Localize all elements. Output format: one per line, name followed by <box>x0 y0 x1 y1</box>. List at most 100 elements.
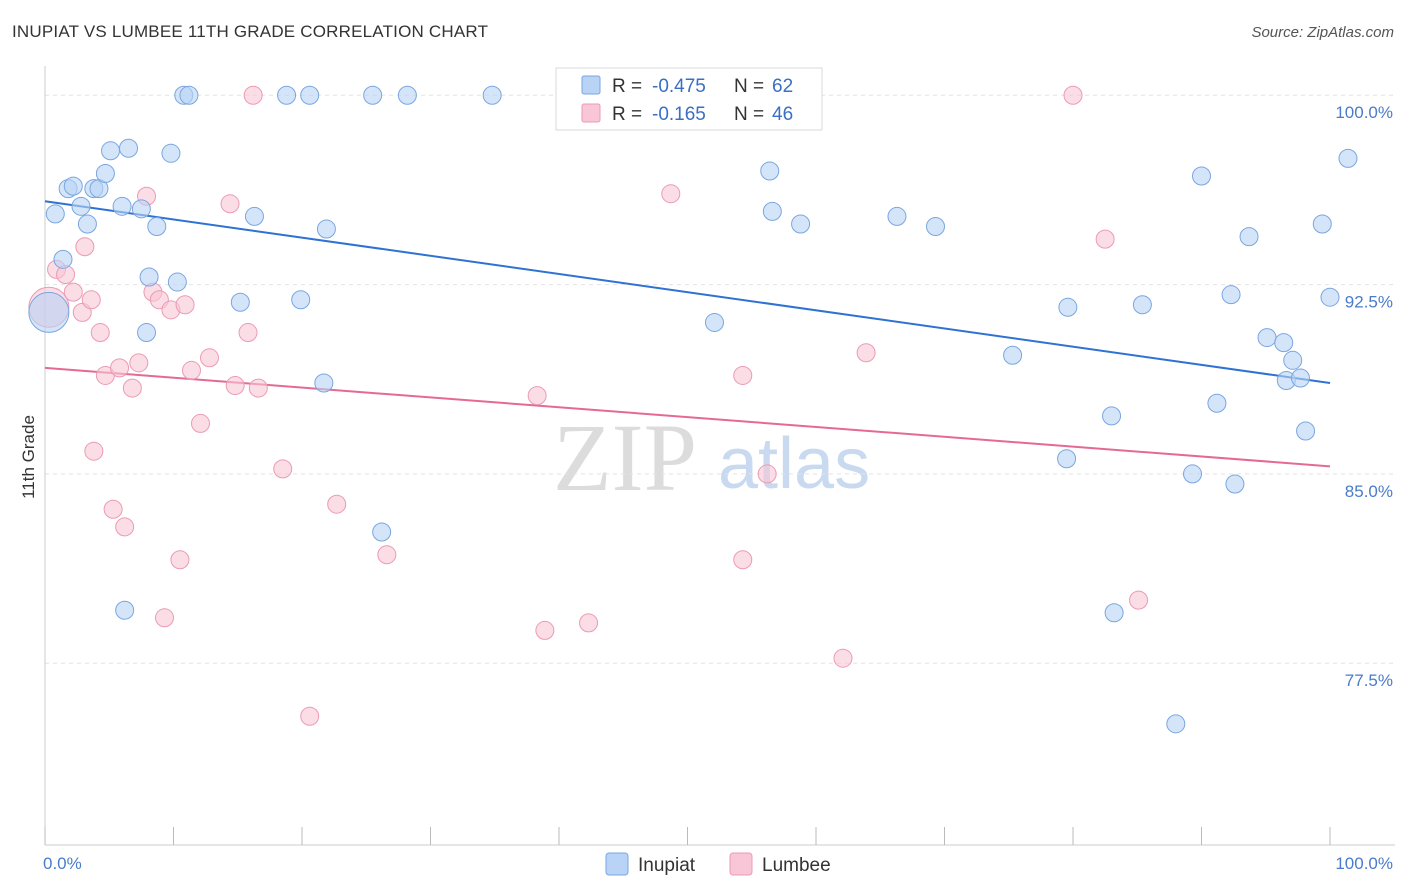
lumbee-point-28 <box>248 378 268 398</box>
lumbee-point-43 <box>1063 85 1083 105</box>
inupiat-point-17 <box>167 272 187 292</box>
legend-r-value-lumbee: -0.165 <box>652 104 706 125</box>
legend-r-label-lumbee: R = <box>612 104 642 125</box>
x-tick-label-0: 0.0% <box>43 854 82 873</box>
inupiat-point-11 <box>112 196 132 216</box>
source-credit: Source: ZipAtlas.com <box>1251 24 1394 41</box>
inupiat-point-24 <box>277 85 297 105</box>
inupiat-point-52 <box>1239 227 1259 247</box>
legend-n-label-inupiat: N = <box>734 76 764 97</box>
inupiat-point-34 <box>704 312 724 332</box>
lumbee-point-32 <box>327 494 347 514</box>
inupiat-point-32 <box>482 85 502 105</box>
inupiat-point-36 <box>762 201 782 221</box>
inupiat-point-49 <box>1207 393 1227 413</box>
inupiat-point-44 <box>1104 603 1124 623</box>
inupiat-point-55 <box>1283 350 1303 370</box>
lumbee-point-23 <box>190 413 210 433</box>
lumbee-point-44 <box>1095 229 1115 249</box>
inupiat-point-29 <box>363 85 383 105</box>
inupiat-points <box>28 85 1358 734</box>
inupiat-point-25 <box>291 290 311 310</box>
watermark-zip: ZIP <box>553 404 697 511</box>
lumbee-point-8 <box>90 323 110 343</box>
lumbee-point-39 <box>733 365 753 385</box>
lumbee-point-38 <box>733 550 753 570</box>
watermark: ZIP atlas <box>553 404 870 511</box>
y-axis-label: 11th Grade <box>19 415 38 499</box>
lumbee-point-5 <box>75 237 95 257</box>
inupiat-point-30 <box>372 522 392 542</box>
inupiat-point-22 <box>230 292 250 312</box>
trend-line-inupiat <box>44 200 1331 385</box>
inupiat-point-15 <box>147 217 167 237</box>
lumbee-point-41 <box>833 648 853 668</box>
lumbee-point-36 <box>579 613 599 633</box>
inupiat-point-0 <box>28 291 70 333</box>
lumbee-point-3 <box>63 282 83 302</box>
lumbee-point-12 <box>115 517 135 537</box>
axes <box>44 66 1395 846</box>
lumbee-point-27 <box>238 323 258 343</box>
inupiat-point-58 <box>1296 421 1316 441</box>
axis-labels: 77.5% 85.0% 92.5% 100.0% 0.0% 100.0% <box>43 103 1393 873</box>
inupiat-point-41 <box>1057 449 1077 469</box>
lumbee-point-42 <box>856 343 876 363</box>
y-tick-label-1: 85.0% <box>1345 482 1393 501</box>
inupiat-point-57 <box>1290 368 1310 388</box>
lumbee-point-26 <box>225 376 245 396</box>
grid-lines <box>45 94 1395 664</box>
lumbee-point-31 <box>300 706 320 726</box>
inupiat-point-50 <box>1221 285 1241 305</box>
lumbee-point-29 <box>243 85 263 105</box>
inupiat-point-6 <box>77 214 97 234</box>
lumbee-point-7 <box>84 441 104 461</box>
inupiat-point-38 <box>887 206 907 226</box>
inupiat-point-26 <box>300 85 320 105</box>
legend-swatch-lumbee <box>581 103 601 123</box>
inupiat-point-53 <box>1257 328 1277 348</box>
inupiat-point-47 <box>1183 464 1203 484</box>
series-legend-swatch-lumbee <box>729 852 753 876</box>
lumbee-point-21 <box>175 295 195 315</box>
series-legend: Inupiat Lumbee <box>605 852 831 876</box>
inupiat-point-2 <box>53 249 73 269</box>
inupiat-point-43 <box>1102 406 1122 426</box>
lumbee-point-11 <box>110 358 130 378</box>
lumbee-point-10 <box>103 499 123 519</box>
lumbee-point-33 <box>377 545 397 565</box>
watermark-atlas: atlas <box>718 424 870 504</box>
inupiat-point-28 <box>316 219 336 239</box>
lumbee-point-13 <box>122 378 142 398</box>
inupiat-point-1 <box>45 204 65 224</box>
inupiat-point-61 <box>1338 148 1358 168</box>
lumbee-point-20 <box>170 550 190 570</box>
lumbee-point-30 <box>273 459 293 479</box>
inupiat-point-19 <box>115 600 135 620</box>
inupiat-point-21 <box>179 85 199 105</box>
series-legend-label-lumbee: Lumbee <box>762 855 831 876</box>
inupiat-point-48 <box>1192 166 1211 186</box>
inupiat-point-16 <box>161 143 181 163</box>
inupiat-point-13 <box>131 199 151 219</box>
inupiat-point-10 <box>101 141 121 161</box>
lumbee-point-14 <box>129 353 149 373</box>
inupiat-point-23 <box>244 206 264 226</box>
inupiat-point-60 <box>1320 287 1340 307</box>
inupiat-point-12 <box>119 138 139 158</box>
legend-swatch-inupiat <box>581 75 601 95</box>
legend-n-value-lumbee: 46 <box>772 104 793 125</box>
inupiat-point-42 <box>1058 297 1078 317</box>
y-tick-label-0: 77.5% <box>1345 671 1393 690</box>
inupiat-point-27 <box>314 373 334 393</box>
lumbee-point-34 <box>527 386 547 406</box>
lumbee-point-40 <box>757 464 777 484</box>
series-legend-swatch-inupiat <box>605 852 629 876</box>
inupiat-point-9 <box>95 164 115 184</box>
lumbee-point-37 <box>661 184 681 204</box>
lumbee-point-24 <box>199 348 219 368</box>
legend-n-label-lumbee: N = <box>734 104 764 125</box>
lumbee-point-45 <box>1129 590 1149 610</box>
lumbee-point-18 <box>155 608 175 628</box>
